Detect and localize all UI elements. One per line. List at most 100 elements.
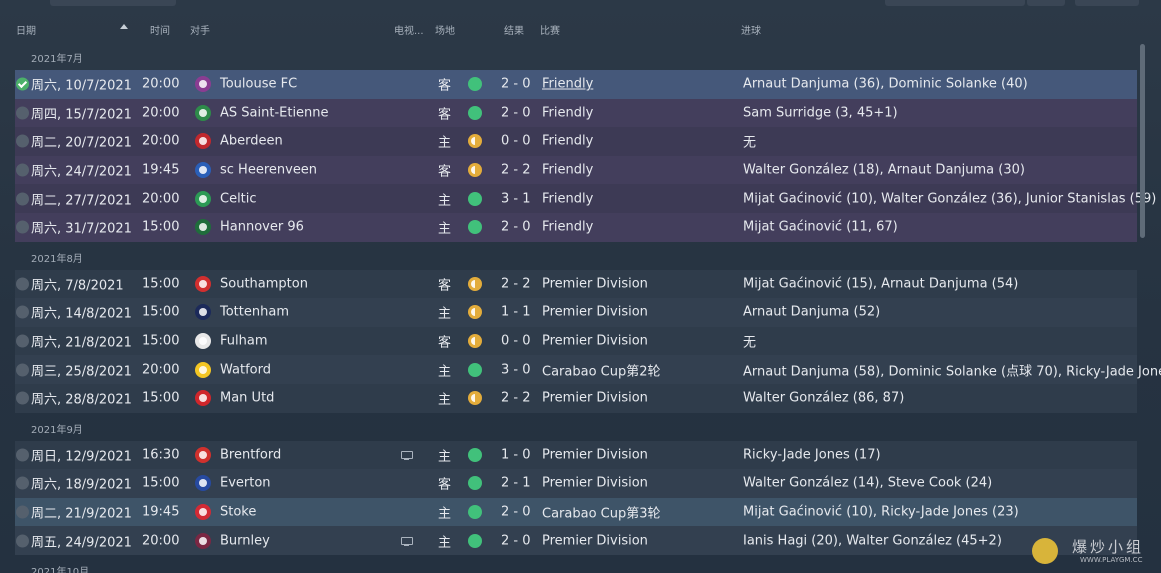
club-crest-icon[interactable] (195, 133, 211, 150)
fixture-row[interactable]: 周二, 20/7/2021 20:00 Aberdeen 主 0 - 0 Friendly… (15, 127, 1137, 156)
competition-name[interactable]: Premier Division (542, 304, 648, 320)
col-result[interactable]: 结果 (504, 26, 524, 37)
club-crest-icon[interactable] (195, 504, 211, 521)
opponent-name[interactable]: Burnley (220, 533, 270, 549)
top-button-left[interactable] (50, 0, 176, 6)
match-date[interactable]: 周六, 21/8/2021 (31, 335, 132, 351)
scrollbar-thumb[interactable] (1140, 44, 1145, 238)
match-date[interactable]: 周三, 25/8/2021 (31, 364, 132, 380)
competition-name[interactable]: Friendly (542, 105, 594, 121)
sort-ascending-icon[interactable] (120, 24, 128, 29)
club-crest-icon[interactable] (195, 361, 211, 378)
fixture-row[interactable]: 周五, 24/9/2021 20:00 Burnley 主 2 - 0 Premier D… (15, 526, 1137, 555)
competition-name[interactable]: Friendly (542, 162, 594, 178)
competition-name[interactable]: Premier Division (542, 533, 648, 549)
club-crest-icon[interactable] (195, 275, 211, 292)
col-scorers[interactable]: 进球 (741, 26, 761, 37)
club-crest-icon[interactable] (195, 104, 211, 121)
fixture-row[interactable]: 周六, 7/8/2021 15:00 Southampton 客 2 - 2 Premie… (15, 269, 1137, 299)
match-score[interactable]: 2 - 1 (501, 475, 531, 491)
match-date[interactable]: 周二, 27/7/2021 (31, 193, 132, 209)
fixture-row[interactable]: 周六, 28/8/2021 15:00 Man Utd 主 2 - 2 Premier D… (15, 383, 1137, 413)
club-crest-icon[interactable] (195, 190, 211, 207)
match-score[interactable]: 2 - 2 (501, 390, 531, 406)
col-tv[interactable]: 电视... (394, 26, 424, 37)
match-score[interactable]: 2 - 0 (501, 504, 531, 520)
opponent-name[interactable]: Man Utd (220, 390, 275, 406)
competition-name[interactable]: Premier Division (542, 475, 648, 491)
club-crest-icon[interactable] (195, 446, 211, 463)
match-date[interactable]: 周二, 21/9/2021 (31, 506, 132, 522)
fixture-row[interactable]: 周二, 21/9/2021 19:45 Stoke 主 2 - 0 Carabao Cup… (15, 497, 1137, 527)
match-score[interactable]: 3 - 1 (501, 191, 531, 207)
club-crest-icon[interactable] (195, 76, 211, 93)
competition-name[interactable]: Premier Division (542, 276, 648, 292)
competition-name[interactable]: Friendly (542, 219, 594, 235)
match-score[interactable]: 1 - 1 (501, 304, 531, 320)
fixture-row[interactable]: 周六, 18/9/2021 15:00 Everton 客 2 - 1 Premier D… (15, 469, 1137, 498)
opponent-name[interactable]: Hannover 96 (220, 219, 304, 235)
competition-name[interactable]: Friendly (542, 76, 594, 92)
match-score[interactable]: 2 - 2 (501, 162, 531, 178)
col-venue[interactable]: 场地 (435, 26, 455, 37)
opponent-name[interactable]: Stoke (220, 504, 257, 520)
opponent-name[interactable]: Southampton (220, 276, 308, 292)
match-score[interactable]: 2 - 0 (501, 105, 531, 121)
opponent-name[interactable]: sc Heerenveen (220, 162, 318, 178)
match-score[interactable]: 0 - 0 (501, 133, 531, 149)
opponent-name[interactable]: Brentford (220, 447, 282, 463)
match-score[interactable]: 2 - 0 (501, 533, 531, 549)
match-score[interactable]: 3 - 0 (501, 362, 531, 378)
club-crest-icon[interactable] (195, 162, 211, 179)
match-date[interactable]: 周六, 14/8/2021 (31, 306, 132, 322)
competition-name[interactable]: Carabao Cup第3轮 (542, 506, 661, 522)
opponent-name[interactable]: AS Saint-Etienne (220, 105, 329, 121)
match-date[interactable]: 周四, 15/7/2021 (31, 107, 132, 123)
competition-name[interactable]: Friendly (542, 191, 594, 207)
match-date[interactable]: 周五, 24/9/2021 (31, 535, 132, 551)
fixture-row[interactable]: 周日, 12/9/2021 16:30 Brentford 主 1 - 0 Premier… (15, 440, 1137, 470)
top-button-right-1[interactable] (885, 0, 1025, 6)
top-button-right-3[interactable] (1075, 0, 1139, 6)
opponent-name[interactable]: Toulouse FC (220, 76, 298, 92)
match-date[interactable]: 周六, 18/9/2021 (31, 477, 132, 493)
top-button-right-2[interactable] (1027, 0, 1065, 6)
competition-name[interactable]: Premier Division (542, 390, 648, 406)
col-opponent[interactable]: 对手 (190, 26, 210, 37)
competition-name[interactable]: Premier Division (542, 447, 648, 463)
fixture-row[interactable]: 周六, 24/7/2021 19:45 sc Heerenveen 客 2 - 2 Fri… (15, 155, 1137, 185)
opponent-name[interactable]: Everton (220, 475, 271, 491)
fixture-row[interactable]: 周六, 21/8/2021 15:00 Fulham 客 0 - 0 Premier Di… (15, 326, 1137, 356)
club-crest-icon[interactable] (195, 219, 211, 236)
match-date[interactable]: 周二, 20/7/2021 (31, 135, 132, 151)
match-date[interactable]: 周日, 12/9/2021 (31, 449, 132, 465)
fixture-row[interactable]: 周三, 25/8/2021 20:00 Watford 主 3 - 0 Carabao C… (15, 355, 1161, 384)
fixture-row[interactable]: 周四, 15/7/2021 20:00 AS Saint-Etienne 客 2 - 0… (15, 98, 1137, 128)
club-crest-icon[interactable] (195, 333, 211, 350)
fixture-row[interactable]: 周六, 10/7/2021 20:00 Toulouse FC 客 2 - 0 Frien… (15, 70, 1137, 99)
match-date[interactable]: 周六, 24/7/2021 (31, 164, 132, 180)
competition-name[interactable]: Premier Division (542, 333, 648, 349)
match-date[interactable]: 周六, 10/7/2021 (31, 78, 132, 94)
opponent-name[interactable]: Tottenham (220, 304, 289, 320)
fixture-row[interactable]: 周六, 31/7/2021 15:00 Hannover 96 主 2 - 0 Frien… (15, 212, 1137, 242)
match-date[interactable]: 周六, 7/8/2021 (31, 278, 124, 294)
match-date[interactable]: 周六, 31/7/2021 (31, 221, 132, 237)
col-date[interactable]: 日期 (16, 26, 36, 37)
opponent-name[interactable]: Aberdeen (220, 133, 283, 149)
club-crest-icon[interactable] (195, 475, 211, 492)
competition-name[interactable]: Carabao Cup第2轮 (542, 364, 661, 380)
match-date[interactable]: 周六, 28/8/2021 (31, 392, 132, 408)
opponent-name[interactable]: Watford (220, 362, 271, 378)
match-score[interactable]: 0 - 0 (501, 333, 531, 349)
opponent-name[interactable]: Fulham (220, 333, 268, 349)
fixture-row[interactable]: 周六, 14/8/2021 15:00 Tottenham 主 1 - 1 Premier… (15, 298, 1137, 327)
col-competition[interactable]: 比赛 (540, 26, 560, 37)
club-crest-icon[interactable] (195, 304, 211, 321)
match-score[interactable]: 2 - 0 (501, 76, 531, 92)
match-score[interactable]: 1 - 0 (501, 447, 531, 463)
club-crest-icon[interactable] (195, 390, 211, 407)
competition-name[interactable]: Friendly (542, 133, 594, 149)
match-score[interactable]: 2 - 2 (501, 276, 531, 292)
col-time[interactable]: 时间 (150, 26, 170, 37)
